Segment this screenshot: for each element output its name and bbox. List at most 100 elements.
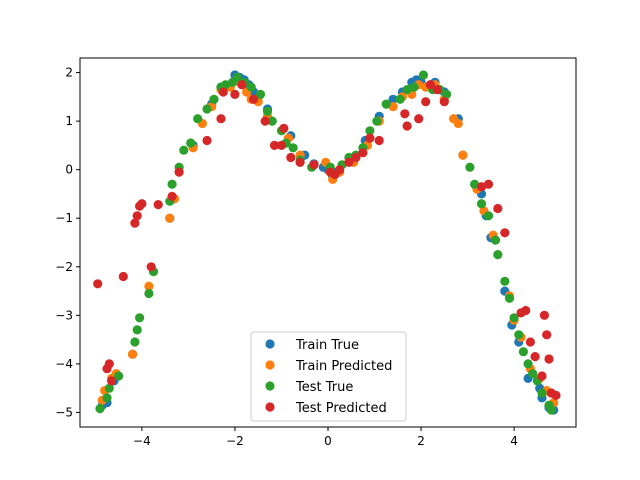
data-point (95, 404, 105, 414)
x-tick-label: 2 (417, 434, 425, 448)
data-point (521, 305, 531, 316)
data-point (179, 145, 189, 155)
data-point (493, 250, 503, 260)
data-point (500, 276, 510, 286)
y-axis: −5 −4 −3 −2 −1 0 1 2 (55, 66, 80, 419)
data-point (279, 123, 289, 133)
data-point (439, 97, 449, 107)
y-tick-label: −4 (55, 357, 73, 371)
data-point (365, 126, 375, 136)
y-tick-label: −2 (55, 260, 73, 274)
legend-marker-train-predicted (265, 360, 275, 370)
y-tick-label: 1 (65, 114, 73, 128)
data-point (249, 94, 259, 104)
legend-entry-test-predicted: Test Predicted (265, 401, 387, 416)
y-tick-label: 0 (65, 163, 73, 177)
x-tick-label: −4 (133, 434, 151, 448)
legend-marker-test-predicted (265, 402, 275, 412)
data-point (130, 218, 140, 228)
data-point (165, 213, 175, 223)
data-point (262, 106, 273, 116)
legend-label-test-predicted: Test Predicted (295, 401, 387, 416)
data-point (381, 99, 391, 109)
data-point (246, 82, 256, 92)
data-point (132, 325, 142, 335)
data-point (167, 191, 177, 201)
y-tick-label: −3 (55, 308, 73, 322)
legend-entry-train-true: Train True (265, 338, 359, 353)
data-point (295, 157, 305, 167)
data-point (218, 87, 228, 97)
data-point (374, 135, 384, 146)
data-point (114, 371, 124, 381)
legend-marker-test-true (265, 381, 275, 391)
data-point (137, 199, 147, 209)
legend-label-test-true: Test True (295, 380, 353, 395)
data-point (335, 165, 345, 175)
y-tick-label: −1 (55, 211, 73, 225)
legend-marker-train-true (265, 339, 275, 349)
data-point (442, 89, 452, 99)
data-point (402, 121, 412, 131)
data-point (544, 354, 554, 364)
data-point (144, 281, 154, 291)
data-point (476, 199, 487, 209)
data-point (216, 114, 226, 124)
data-point (186, 138, 196, 148)
data-point (372, 116, 382, 126)
data-point (221, 80, 231, 90)
data-point (409, 82, 419, 92)
legend-label-train-predicted: Train Predicted (295, 359, 392, 374)
y-tick-label: 2 (65, 66, 73, 80)
data-point (260, 116, 270, 126)
data-point (546, 405, 556, 415)
data-point (530, 352, 540, 362)
data-point (421, 97, 431, 107)
data-point (351, 152, 361, 163)
data-point (493, 203, 503, 214)
data-point (523, 359, 533, 369)
data-point (255, 89, 266, 99)
x-tick-label: 4 (510, 434, 518, 448)
data-point (425, 80, 435, 90)
data-point (102, 393, 112, 403)
data-point (286, 152, 296, 163)
data-point (93, 279, 103, 289)
data-point (388, 102, 398, 112)
data-point (400, 109, 410, 119)
data-point (518, 347, 529, 357)
data-point (174, 167, 184, 177)
data-point (388, 94, 398, 104)
data-point (135, 313, 145, 323)
data-point (490, 235, 501, 245)
data-point (395, 94, 405, 104)
data-point (128, 349, 138, 359)
data-point (132, 211, 142, 221)
data-point (504, 293, 515, 303)
legend-entry-train-predicted: Train Predicted (265, 359, 392, 374)
x-axis: −4 −2 0 2 4 (133, 427, 518, 448)
data-point (237, 80, 247, 90)
x-tick-label: −2 (226, 434, 244, 448)
data-point (465, 162, 475, 172)
data-point (414, 114, 424, 124)
data-point (539, 310, 550, 320)
data-point (118, 271, 128, 282)
series-test-predicted (93, 80, 561, 400)
x-tick-label: 0 (324, 434, 332, 448)
legend-entry-test-true: Test True (265, 380, 353, 395)
data-point (365, 133, 375, 143)
data-point (528, 369, 538, 379)
data-point (453, 118, 463, 129)
data-point (104, 359, 114, 369)
data-point (167, 179, 177, 189)
data-point (537, 388, 547, 398)
data-point (483, 179, 494, 189)
data-point (402, 85, 412, 95)
data-point (202, 135, 212, 146)
series-test-true (95, 70, 556, 415)
data-point (232, 72, 242, 82)
data-point (551, 390, 561, 400)
data-point (418, 70, 428, 80)
